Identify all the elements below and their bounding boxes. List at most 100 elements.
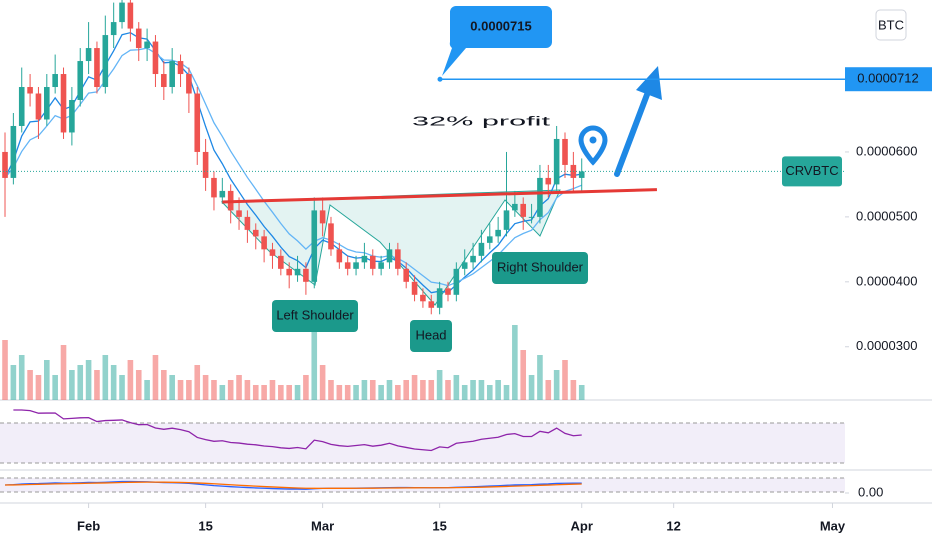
- moving-average: [4, 31, 582, 294]
- candle-body: [311, 210, 318, 282]
- volume-bar: [194, 365, 201, 400]
- callout-label: 0.0000715: [470, 18, 531, 33]
- candle-body: [269, 249, 276, 256]
- candle-body: [152, 41, 159, 75]
- candle-body: [186, 74, 192, 94]
- volume-bar: [52, 375, 58, 400]
- candle-body: [144, 41, 150, 49]
- volume-bar: [236, 375, 242, 400]
- oscillator-band: [0, 478, 845, 492]
- candle-body: [445, 288, 451, 295]
- candle-body: [495, 229, 501, 237]
- candle-body: [478, 242, 485, 256]
- x-tick-label: 15: [198, 518, 212, 533]
- candle-body: [503, 210, 510, 230]
- volume-bar: [486, 385, 493, 400]
- main-pane: [2, 0, 585, 400]
- candle-body: [102, 35, 109, 88]
- volume-bar: [537, 355, 543, 400]
- y-tick-label: 0.0000400: [856, 273, 917, 288]
- volume-bar: [177, 380, 184, 400]
- volume-bar: [94, 370, 100, 400]
- candle-body: [386, 249, 393, 263]
- target-anchor: [437, 76, 443, 82]
- volume-bar: [470, 380, 476, 400]
- candle-body: [411, 281, 418, 295]
- volume-bar: [286, 385, 292, 400]
- candle-body: [27, 87, 33, 94]
- candle-body: [395, 249, 401, 269]
- candle-body: [211, 177, 217, 198]
- pattern-label: Right Shoulder: [497, 259, 584, 274]
- volume-bar: [520, 350, 527, 400]
- volume-bar: [328, 380, 334, 400]
- candle-body: [202, 151, 209, 178]
- candle-body: [470, 255, 476, 263]
- candle-body: [520, 203, 527, 217]
- volume-bar: [503, 385, 510, 400]
- candle-body: [135, 28, 142, 49]
- volume-bar: [495, 380, 501, 400]
- candle-body: [119, 2, 125, 23]
- pin-icon: [578, 125, 608, 166]
- volume-bar: [545, 380, 552, 400]
- volume-bar: [436, 370, 443, 400]
- candle-body: [378, 262, 384, 269]
- volume-bar: [252, 385, 259, 400]
- candle-body: [278, 255, 284, 269]
- candle-body: [428, 301, 435, 308]
- candle-body: [52, 74, 58, 88]
- candle-body: [219, 190, 226, 198]
- volume-bar: [420, 380, 426, 400]
- candle-body: [545, 177, 552, 185]
- pin-dot: [589, 136, 597, 144]
- volume-bar: [85, 360, 92, 400]
- profit-text: 32% profit: [412, 113, 551, 128]
- volume-bar: [144, 380, 150, 400]
- callout-box: [442, 6, 552, 76]
- volume-bar: [369, 380, 376, 400]
- candle-body: [10, 125, 17, 178]
- volume-bar: [261, 385, 267, 400]
- volume-bar: [528, 375, 535, 400]
- candle-body: [461, 262, 468, 269]
- candle-body: [261, 236, 267, 250]
- volume-bar: [570, 380, 577, 400]
- x-tick-label: Feb: [77, 518, 100, 533]
- candle-body: [369, 255, 376, 269]
- candle-body: [353, 262, 359, 269]
- candle-body: [294, 268, 301, 276]
- volume-bar: [2, 340, 8, 400]
- candle-body: [94, 48, 100, 88]
- candle-body: [328, 223, 334, 250]
- rsi-band: [0, 423, 845, 463]
- volume-bar: [10, 365, 17, 400]
- target-tag: [845, 67, 932, 92]
- volume-bar: [353, 385, 359, 400]
- volume-bar: [411, 375, 418, 400]
- candle-body: [252, 229, 259, 237]
- candle-body: [344, 262, 351, 269]
- volume-bar: [152, 355, 159, 400]
- volume-bar: [110, 365, 117, 400]
- candle-body: [562, 138, 568, 165]
- volume-bar: [311, 330, 318, 400]
- candle-body: [286, 268, 292, 276]
- volume-bar: [227, 380, 234, 400]
- volume-bar: [127, 360, 134, 400]
- volume-bar: [578, 385, 585, 400]
- candle-body: [85, 48, 92, 62]
- x-tick-label: May: [820, 518, 846, 533]
- volume-bar: [361, 380, 368, 400]
- volume-bar: [169, 375, 175, 400]
- volume-bar: [44, 360, 50, 400]
- candle-body: [403, 268, 410, 282]
- volume-bar: [102, 355, 109, 400]
- volume-bar: [278, 385, 284, 400]
- candle-body: [44, 87, 50, 120]
- candle-body: [77, 61, 84, 100]
- candle-body: [528, 216, 535, 218]
- oscillator-tick-label: 0.00: [858, 484, 883, 499]
